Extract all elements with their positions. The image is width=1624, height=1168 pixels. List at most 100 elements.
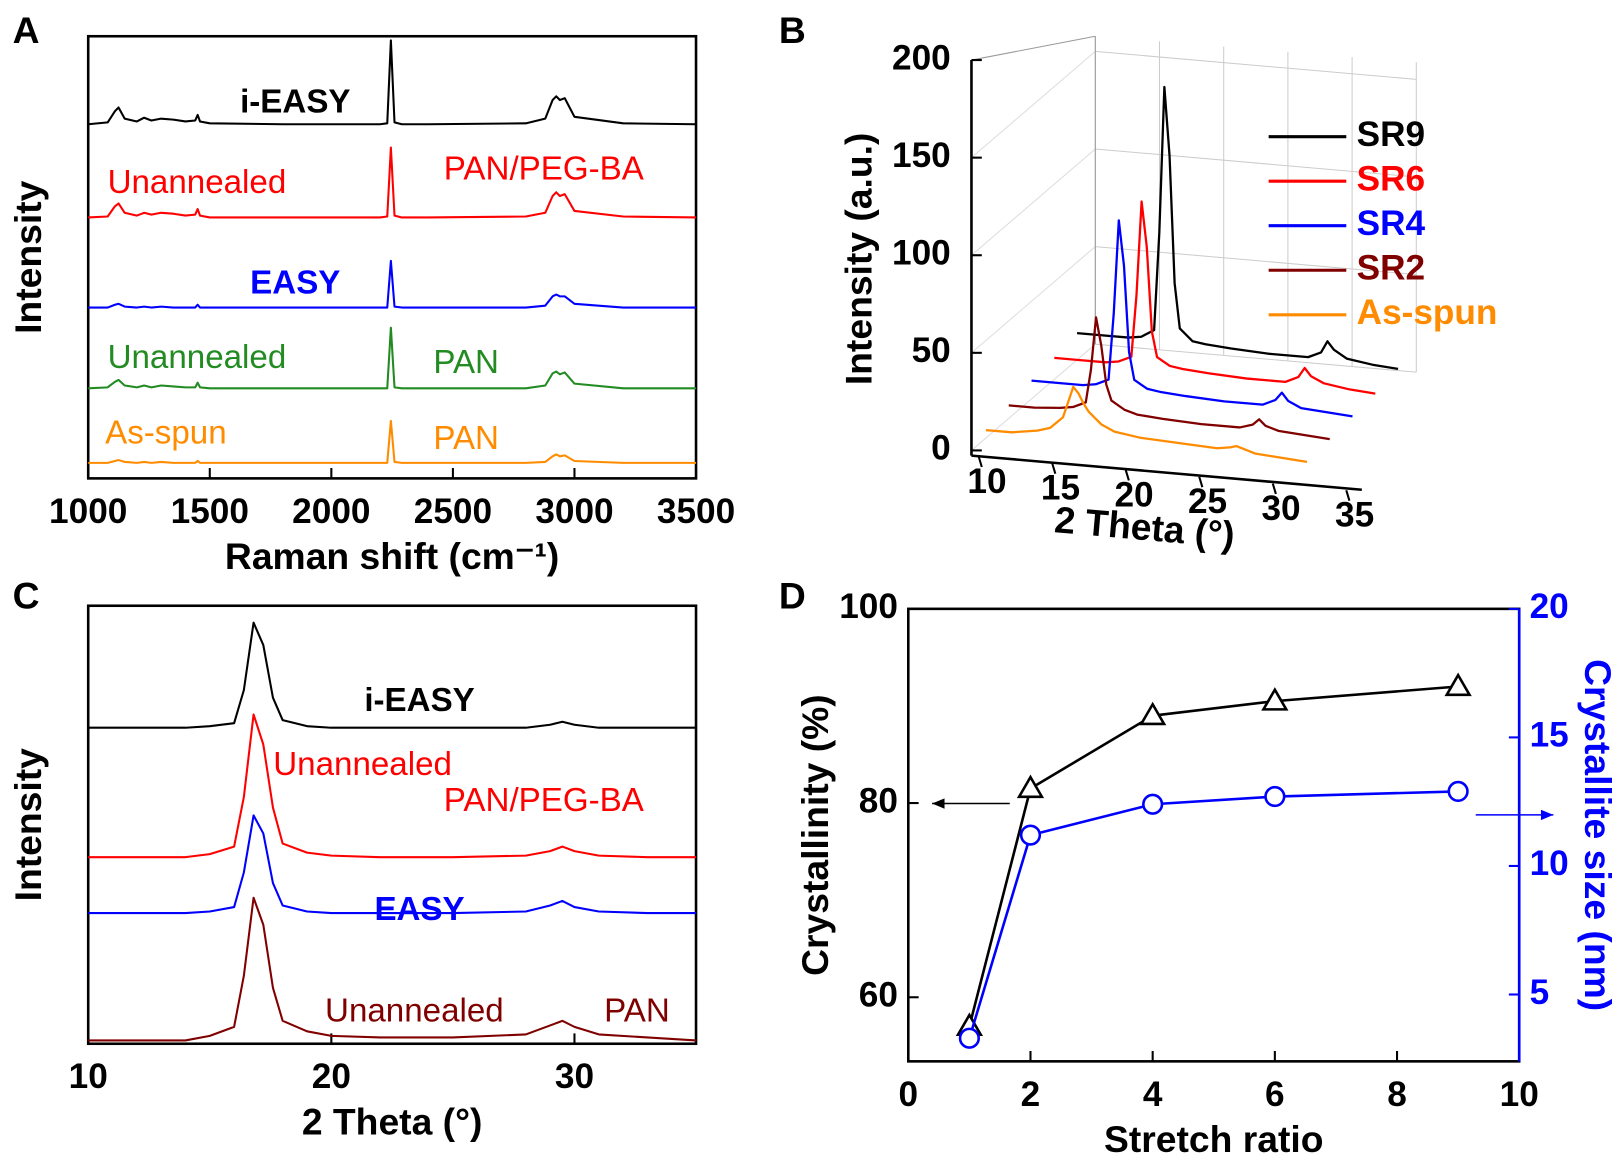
grid-line bbox=[971, 246, 1096, 354]
y-tick-label: 100 bbox=[892, 234, 951, 273]
grid-line bbox=[971, 148, 1096, 256]
x-tick-label: 2000 bbox=[292, 492, 370, 531]
plot-frame bbox=[86, 34, 698, 480]
spectrum bbox=[88, 39, 697, 126]
x-tick-label: 1500 bbox=[171, 492, 249, 531]
x-tick-label: 20 bbox=[312, 1057, 351, 1096]
spectrum bbox=[1054, 200, 1376, 395]
x-axis-label: Raman shift (cm⁻¹) bbox=[225, 535, 559, 577]
material-label: PAN bbox=[433, 420, 499, 457]
x-tick bbox=[1345, 489, 1351, 501]
y-axis-label: Crystallinity (%) bbox=[794, 694, 836, 976]
y-tick-label: 60 bbox=[859, 976, 898, 1015]
x-tick bbox=[977, 456, 983, 468]
spectrum bbox=[88, 896, 697, 1042]
x-tick-label: 30 bbox=[555, 1057, 594, 1096]
y-tick-label: 150 bbox=[892, 136, 951, 175]
x-tick-label: 4 bbox=[1143, 1075, 1163, 1114]
y-tick-label: 80 bbox=[859, 781, 898, 820]
x-tick bbox=[1051, 463, 1057, 475]
x-tick-label: 15 bbox=[1041, 469, 1080, 508]
spectrum bbox=[88, 713, 697, 859]
trace-label: EASY bbox=[250, 265, 340, 302]
x-axis-label: Stretch ratio bbox=[1104, 1118, 1324, 1160]
material-label: PAN bbox=[604, 992, 670, 1029]
trace-label: Unannealed bbox=[325, 992, 504, 1029]
series-line bbox=[968, 790, 1459, 1039]
x-tick-label: 1000 bbox=[49, 492, 127, 531]
trace-label: i-EASY bbox=[364, 682, 474, 719]
y2-axis-label: Crystallite size (nm) bbox=[1577, 659, 1619, 1011]
trace-label: EASY bbox=[374, 891, 464, 928]
x-tick-label: 35 bbox=[1335, 496, 1374, 535]
trace-label: As-spun bbox=[105, 415, 227, 452]
legend-label: SR2 bbox=[1357, 249, 1425, 288]
marker bbox=[1142, 793, 1164, 815]
y-axis-label: Intensity bbox=[7, 180, 49, 334]
x-tick-label: 3000 bbox=[535, 492, 613, 531]
x-tick-label: 20 bbox=[1114, 475, 1153, 514]
y-tick-label: 50 bbox=[912, 331, 951, 370]
legend-label: SR4 bbox=[1357, 204, 1426, 243]
marker bbox=[1261, 687, 1289, 711]
marker bbox=[1139, 701, 1167, 726]
panel-label: C bbox=[13, 574, 40, 616]
y-axis-label: Intensity (a.u.) bbox=[838, 133, 880, 386]
trace-label: Unannealed bbox=[273, 746, 452, 783]
material-label: PAN bbox=[433, 344, 499, 381]
x-axis bbox=[971, 454, 1362, 492]
x-tick bbox=[1124, 469, 1130, 481]
panel-label: A bbox=[13, 9, 40, 51]
x-tick-label: 10 bbox=[1500, 1075, 1539, 1114]
x-tick-label: 2500 bbox=[414, 492, 492, 531]
spectrum bbox=[88, 419, 697, 464]
x-tick-label: 2 bbox=[1021, 1075, 1041, 1114]
spectrum bbox=[88, 146, 697, 219]
spectrum bbox=[985, 385, 1308, 464]
spectrum bbox=[88, 326, 697, 390]
trace-label: Unannealed bbox=[108, 164, 287, 201]
y2-tick-label: 5 bbox=[1530, 973, 1550, 1012]
trace-label: Unannealed bbox=[108, 339, 287, 376]
x-tick-label: 10 bbox=[967, 462, 1006, 501]
x-tick bbox=[1271, 483, 1277, 495]
material-label: PAN/PEG-BA bbox=[444, 782, 645, 819]
y-axis-label: Intensity bbox=[7, 748, 49, 902]
axis-arrow-head bbox=[1540, 809, 1554, 821]
grid-line bbox=[971, 343, 1096, 451]
series-line bbox=[968, 685, 1459, 1027]
spectrum bbox=[88, 259, 697, 309]
plot-frame bbox=[86, 604, 698, 1046]
x-tick-label: 6 bbox=[1265, 1075, 1285, 1114]
y-tick-label: 200 bbox=[892, 38, 951, 77]
axis-arrow-head bbox=[932, 798, 945, 809]
grid-line bbox=[1095, 50, 1417, 80]
y2-tick-label: 15 bbox=[1530, 716, 1569, 755]
y2-tick-label: 10 bbox=[1530, 844, 1569, 883]
spectrum bbox=[1076, 85, 1399, 371]
grid-line bbox=[1095, 148, 1417, 178]
grid-line bbox=[1095, 343, 1417, 373]
x-axis-label: 2 Theta (°) bbox=[302, 1100, 483, 1142]
legend-label: SR6 bbox=[1357, 160, 1425, 199]
x-tick-label: 0 bbox=[899, 1075, 919, 1114]
x-tick bbox=[1198, 476, 1204, 488]
spectrum bbox=[88, 621, 697, 729]
y-tick-label: 100 bbox=[839, 587, 898, 626]
y2-tick-label: 20 bbox=[1530, 587, 1569, 626]
marker bbox=[1447, 780, 1469, 803]
spectrum bbox=[1008, 316, 1330, 441]
x-tick-label: 30 bbox=[1261, 489, 1300, 528]
marker bbox=[1264, 785, 1286, 808]
grid-line bbox=[1095, 246, 1417, 276]
grid-line bbox=[971, 51, 1096, 159]
legend-label: As-spun bbox=[1357, 293, 1498, 332]
wall-edge bbox=[971, 35, 1096, 61]
x-tick-label: 25 bbox=[1188, 482, 1227, 521]
panel-label: D bbox=[779, 574, 806, 616]
marker bbox=[958, 1027, 981, 1049]
plot-frame bbox=[907, 607, 1521, 1063]
material-label: PAN/PEG-BA bbox=[444, 151, 645, 188]
y-tick-label: 0 bbox=[931, 429, 951, 468]
